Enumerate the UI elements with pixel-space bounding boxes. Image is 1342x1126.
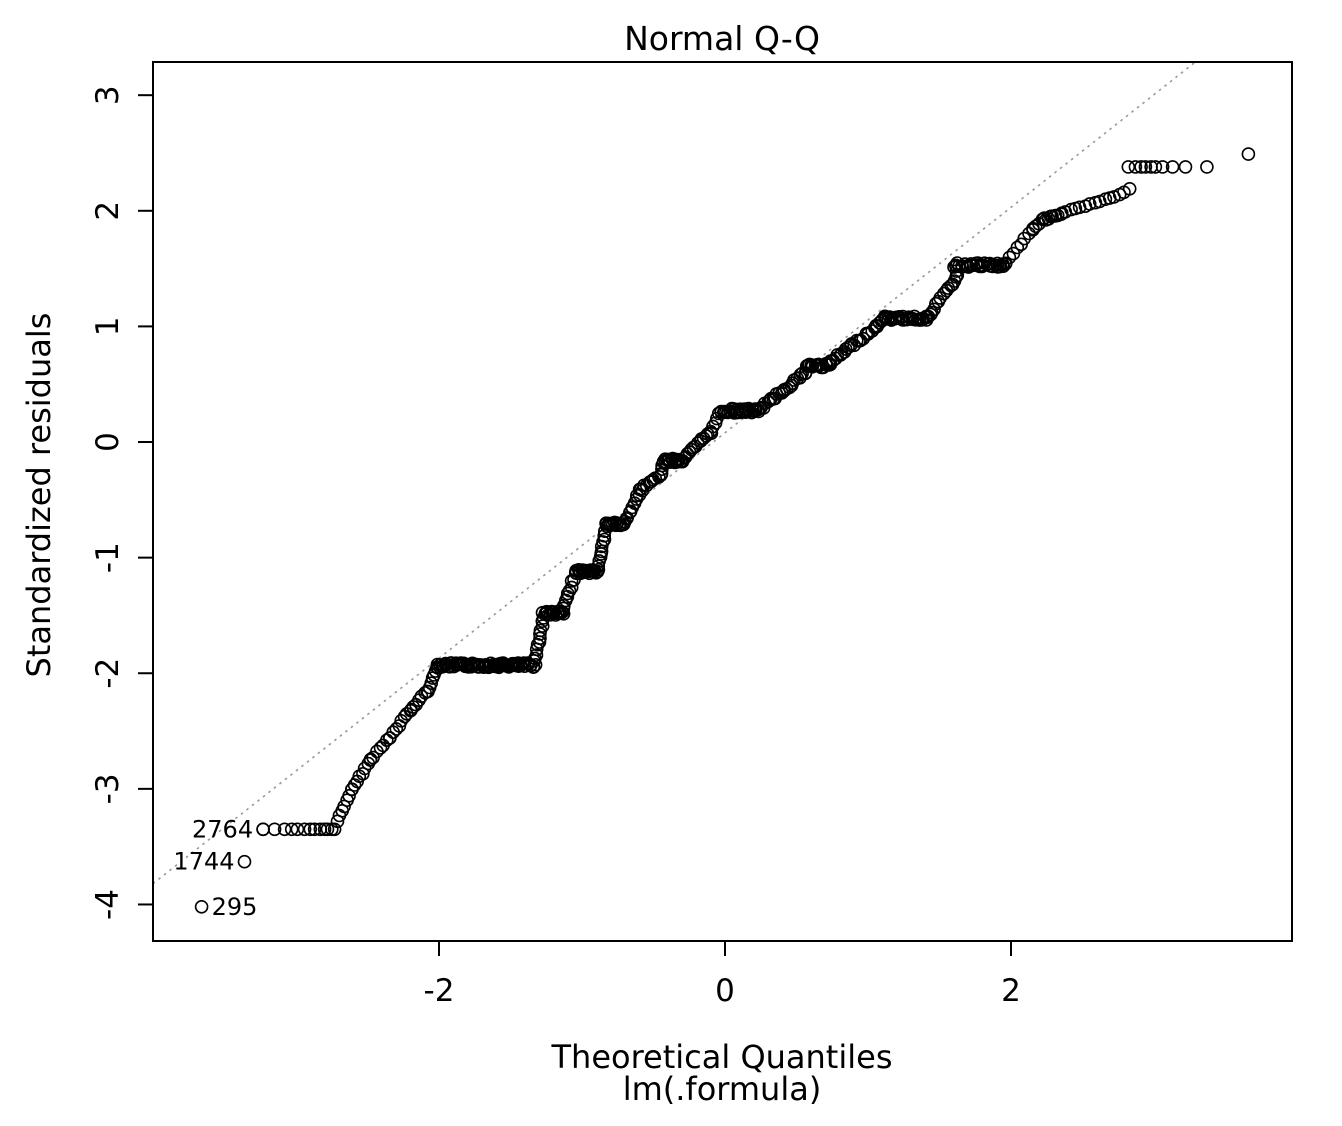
y-tick-label: 3 (90, 85, 126, 105)
data-point (1138, 160, 1153, 174)
y-tick-label: -2 (90, 658, 126, 689)
data-point (194, 899, 209, 914)
data-point (404, 702, 419, 717)
data-point (1148, 160, 1163, 174)
data-point (591, 559, 606, 573)
data-point (256, 822, 270, 837)
data-point (841, 340, 855, 355)
plot-border (152, 61, 1293, 942)
y-tick-label: -4 (90, 889, 126, 920)
data-point (1002, 250, 1017, 265)
y-tick-label: 2 (90, 201, 126, 221)
data-point (320, 822, 335, 837)
data-point (958, 257, 972, 271)
data-point (373, 741, 388, 755)
data-point (1155, 160, 1170, 174)
data-point (1028, 219, 1043, 234)
x-tick-label: -2 (424, 973, 455, 1009)
y-tick-label: -1 (90, 542, 126, 573)
data-point (591, 562, 606, 577)
outlier-label: 2764 (192, 815, 253, 843)
data-point (596, 535, 610, 549)
reference-line (152, 61, 1196, 885)
axes-layer: -2 0 2 -4 -3 -2 -1 0 1 2 3 (90, 85, 1021, 1009)
data-point (356, 766, 370, 781)
data-point (706, 419, 720, 434)
data-point (1165, 160, 1180, 174)
x-axis-label: Theoretical Quantiles (551, 1038, 893, 1076)
data-point (303, 822, 318, 837)
data-point (1041, 212, 1056, 226)
data-point (424, 676, 439, 691)
data-point (924, 305, 939, 320)
data-point (307, 822, 322, 837)
data-point (556, 606, 571, 621)
data-point (564, 580, 579, 595)
data-point (1082, 197, 1097, 211)
outlier-labels-layer: 2764 1744 295 (173, 815, 257, 921)
x-axis-sublabel: lm(.formula) (623, 1070, 822, 1108)
data-point (290, 822, 305, 837)
data-point (1241, 147, 1256, 161)
y-tick-label: 0 (90, 432, 126, 452)
data-point (1010, 240, 1025, 255)
data-point (284, 822, 299, 837)
data-point (1178, 160, 1193, 174)
data-point (654, 467, 668, 482)
data-point (1200, 160, 1214, 174)
x-tick-label: 0 (715, 973, 735, 1009)
data-point (1134, 160, 1148, 174)
outlier-label: 295 (212, 893, 258, 921)
data-point (1121, 160, 1136, 174)
reference-line-layer (152, 61, 1196, 885)
data-point (526, 660, 541, 674)
data-points-layer (194, 147, 1256, 914)
y-tick-label: -3 (90, 773, 126, 804)
data-point (927, 302, 941, 317)
y-axis-label: Standardized residuals (20, 313, 58, 678)
chart-title: Normal Q-Q (624, 19, 820, 58)
data-point (436, 659, 451, 674)
y-tick-label: 1 (90, 317, 126, 337)
outlier-label: 1744 (173, 848, 234, 876)
data-point (644, 474, 659, 489)
data-point (237, 854, 252, 869)
data-point (1122, 182, 1137, 196)
data-point (529, 648, 544, 662)
data-point (327, 822, 342, 837)
x-tick-label: 2 (1001, 973, 1021, 1009)
data-point (297, 822, 312, 837)
data-point (782, 380, 797, 395)
data-point (342, 788, 356, 803)
data-point (920, 310, 934, 325)
data-point (1128, 160, 1143, 174)
